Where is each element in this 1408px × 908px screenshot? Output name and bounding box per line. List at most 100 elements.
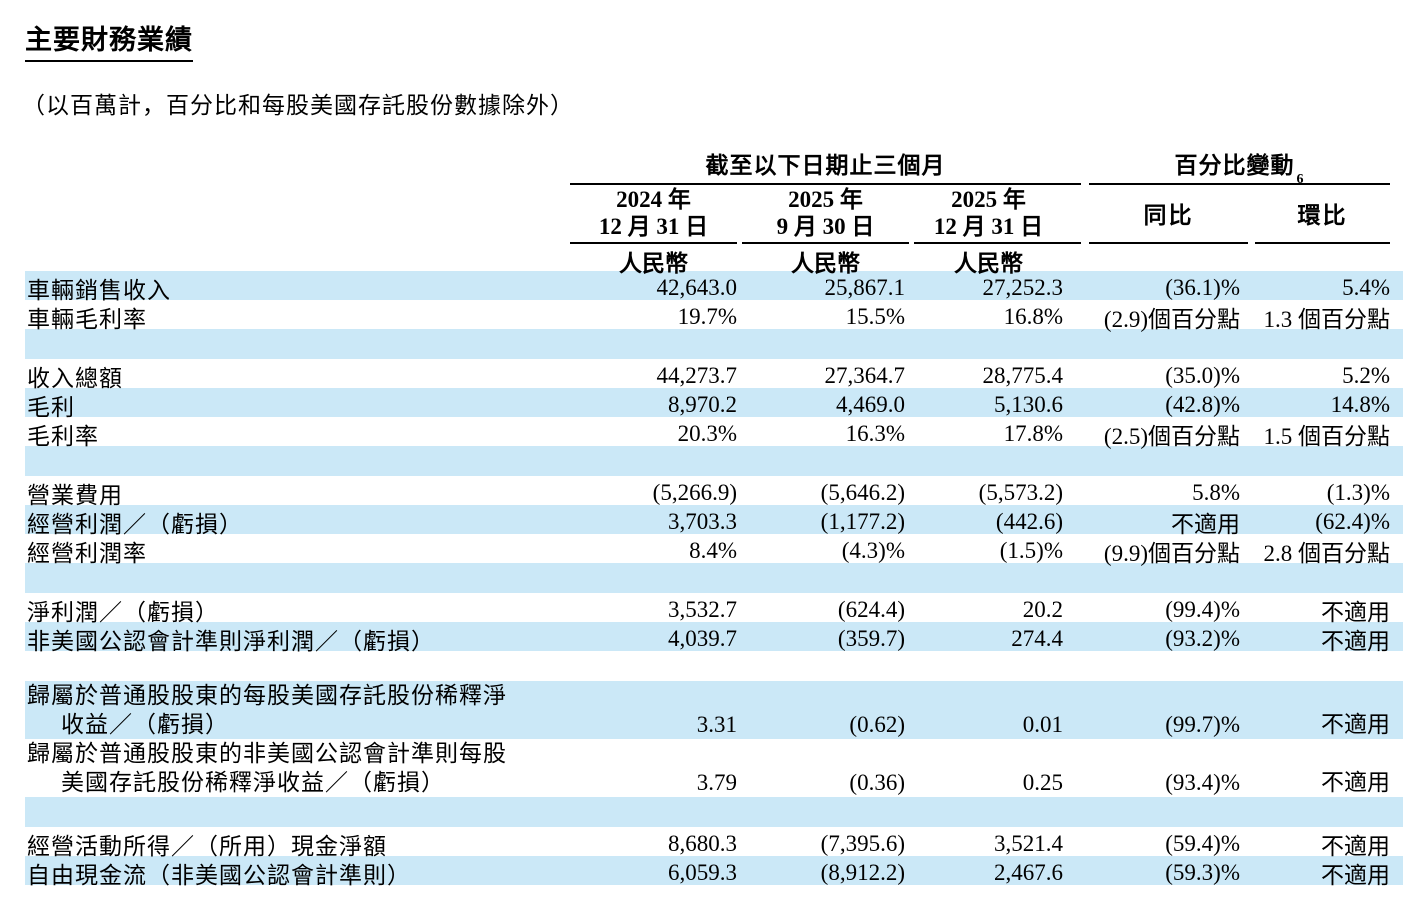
row-label: 毛利 — [27, 395, 75, 420]
table-row: 車輛銷售收入 42,643.0 25,867.1 27,252.3 (36.1)% 5.4… — [25, 271, 1403, 303]
row-label: 收入總額 — [27, 366, 123, 391]
value-cell-v1: 42,643.0 — [656, 275, 738, 300]
value-cell-qoq: 不適用 — [1321, 863, 1390, 888]
group-header-row: 截至以下日期止三個月 百分比變動 6 — [25, 146, 1403, 187]
value-cell-v1: 6,059.3 — [668, 860, 737, 885]
value-cell-yoy: (35.0)% — [1165, 363, 1240, 388]
table-row: 經營利潤／（虧損） 3,703.3 (1,177.2) (442.6) 不適用 (62.4… — [25, 505, 1403, 537]
value-cell-v3: 5,130.6 — [994, 392, 1063, 417]
column-date: 9 月 30 日 — [776, 214, 875, 239]
value-cell-v2: (359.7) — [837, 626, 905, 651]
value-cell-qoq: 5.2% — [1342, 363, 1390, 388]
row-label: 歸屬於普通股股東的每股美國存託股份稀釋淨 收益／（虧損） — [27, 683, 507, 737]
value-cell-qoq: (1.3)% — [1326, 480, 1390, 505]
financial-results-table: 截至以下日期止三個月 百分比變動 6 2024 年 12 月 31 日 2025 … — [25, 146, 1403, 888]
value-cell-v3: 17.8% — [1003, 421, 1063, 446]
value-cell-qoq: 不適用 — [1321, 629, 1390, 654]
value-cell-yoy: (99.7)% — [1165, 712, 1240, 737]
spacer-row — [25, 797, 1403, 827]
table-row: 歸屬於普通股股東的非美國公認會計準則每股 美國存託股份稀釋淨收益／（虧損） 3.79… — [25, 739, 1403, 797]
group-header-change: 百分比變動 6 — [1089, 146, 1390, 187]
value-cell-v1: 8,970.2 — [668, 392, 737, 417]
value-cell-v3: 2,467.6 — [994, 860, 1063, 885]
table-row: 車輛毛利率 19.7% 15.5% 16.8% (2.9)個百分點 1.3 個百分點 — [25, 300, 1403, 332]
value-cell-v3: 0.25 — [1022, 770, 1063, 795]
value-cell-v1: 8.4% — [689, 538, 737, 563]
value-cell-v1: 8,680.3 — [668, 831, 737, 856]
value-cell-v2: 15.5% — [845, 304, 905, 329]
table-row: 毛利率 20.3% 16.3% 17.8% (2.5)個百分點 1.5 個百分點 — [25, 417, 1403, 449]
value-cell-qoq: 不適用 — [1321, 770, 1390, 795]
value-cell-v1: 3,532.7 — [668, 597, 737, 622]
value-cell-v3: 16.8% — [1003, 304, 1063, 329]
value-cell-v1: 19.7% — [677, 304, 737, 329]
value-cell-qoq: 14.8% — [1330, 392, 1390, 417]
value-cell-v1: 20.3% — [677, 421, 737, 446]
row-label: 經營利潤／（虧損） — [27, 512, 243, 537]
value-cell-v1: 3.31 — [696, 712, 737, 737]
column-year: 2024 年 — [616, 187, 691, 212]
value-cell-v1: 4,039.7 — [668, 626, 737, 651]
date-header-row: 2024 年 12 月 31 日 2025 年 9 月 30 日 2025 年 … — [25, 184, 1403, 244]
row-label: 非美國公認會計準則淨利潤／（虧損） — [27, 629, 435, 654]
value-cell-qoq: (62.4)% — [1315, 509, 1390, 534]
value-cell-qoq: 1.5 個百分點 — [1263, 424, 1391, 449]
value-cell-qoq: 不適用 — [1321, 600, 1390, 625]
value-cell-yoy: (93.2)% — [1165, 626, 1240, 651]
value-cell-v2: (8,912.2) — [820, 860, 905, 885]
value-cell-yoy: (59.3)% — [1165, 860, 1240, 885]
value-cell-v1: 3.79 — [696, 770, 737, 795]
value-cell-v2: (0.36) — [849, 770, 905, 795]
value-cell-yoy: (9.9)個百分點 — [1103, 541, 1240, 566]
row-label: 歸屬於普通股股東的非美國公認會計準則每股 美國存託股份稀釋淨收益／（虧損） — [27, 741, 507, 795]
row-label: 毛利率 — [27, 424, 99, 449]
table-row: 毛利 8,970.2 4,469.0 5,130.6 (42.8)% 14.8% — [25, 388, 1403, 420]
value-cell-yoy: (99.4)% — [1165, 597, 1240, 622]
value-cell-qoq: 2.8 個百分點 — [1263, 541, 1391, 566]
value-cell-qoq: 不適用 — [1321, 712, 1390, 737]
value-cell-v3: 3,521.4 — [994, 831, 1063, 856]
value-cell-yoy: (59.4)% — [1165, 831, 1240, 856]
table-body: 車輛銷售收入 42,643.0 25,867.1 27,252.3 (36.1)% 5.4… — [25, 271, 1403, 888]
value-cell-v1: 3,703.3 — [668, 509, 737, 534]
value-cell-v3: (442.6) — [995, 509, 1063, 534]
value-cell-yoy: (93.4)% — [1165, 770, 1240, 795]
spacer-row — [25, 446, 1403, 476]
column-year: 2025 年 — [951, 187, 1026, 212]
column-header-2025-09-30: 2025 年 9 月 30 日 — [742, 184, 909, 244]
currency-label: 人民幣 — [791, 251, 860, 276]
value-cell-yoy: (36.1)% — [1165, 275, 1240, 300]
table-row: 非美國公認會計準則淨利潤／（虧損） 4,039.7 (359.7) 274.4 (93.… — [25, 622, 1403, 654]
currency-label: 人民幣 — [954, 251, 1023, 276]
row-label: 經營利潤率 — [27, 541, 147, 566]
value-cell-yoy: (2.9)個百分點 — [1103, 307, 1240, 332]
value-cell-v3: 28,775.4 — [982, 363, 1064, 388]
value-cell-qoq: 5.4% — [1342, 275, 1390, 300]
currency-label: 人民幣 — [619, 251, 688, 276]
table-row: 經營活動所得／（所用）現金淨額 8,680.3 (7,395.6) 3,521.4 (5… — [25, 827, 1403, 859]
row-label: 營業費用 — [27, 483, 123, 508]
table-row: 收入總額 44,273.7 27,364.7 28,775.4 (35.0)% 5.2% — [25, 359, 1403, 391]
value-cell-yoy: (2.5)個百分點 — [1103, 424, 1240, 449]
units-note: （以百萬計，百分比和每股美國存託股份數據除外） — [22, 93, 574, 118]
row-label: 自由現金流（非美國公認會計準則） — [27, 863, 411, 888]
row-label: 車輛銷售收入 — [27, 278, 171, 303]
value-cell-v2: 16.3% — [845, 421, 905, 446]
value-cell-v3: 20.2 — [1022, 597, 1063, 622]
value-cell-v2: (0.62) — [849, 712, 905, 737]
value-cell-v1: 44,273.7 — [656, 363, 738, 388]
table-row: 淨利潤／（虧損） 3,532.7 (624.4) 20.2 (99.4)% 不適用 — [25, 593, 1403, 625]
value-cell-v2: (7,395.6) — [820, 831, 905, 856]
column-header-yoy: 同比 — [1089, 184, 1248, 244]
value-cell-qoq: 不適用 — [1321, 834, 1390, 859]
group-header-period-label: 截至以下日期止三個月 — [705, 153, 946, 178]
value-cell-yoy: (42.8)% — [1165, 392, 1240, 417]
value-cell-v2: (1,177.2) — [820, 509, 905, 534]
column-date: 12 月 31 日 — [933, 214, 1044, 239]
value-cell-v3: 27,252.3 — [982, 275, 1064, 300]
table-row: 經營利潤率 8.4% (4.3)% (1.5)% (9.9)個百分點 2.8 個百分點 — [25, 534, 1403, 566]
row-label: 淨利潤／（虧損） — [27, 600, 219, 625]
row-label: 經營活動所得／（所用）現金淨額 — [27, 834, 387, 859]
value-cell-yoy: 不適用 — [1171, 512, 1240, 537]
